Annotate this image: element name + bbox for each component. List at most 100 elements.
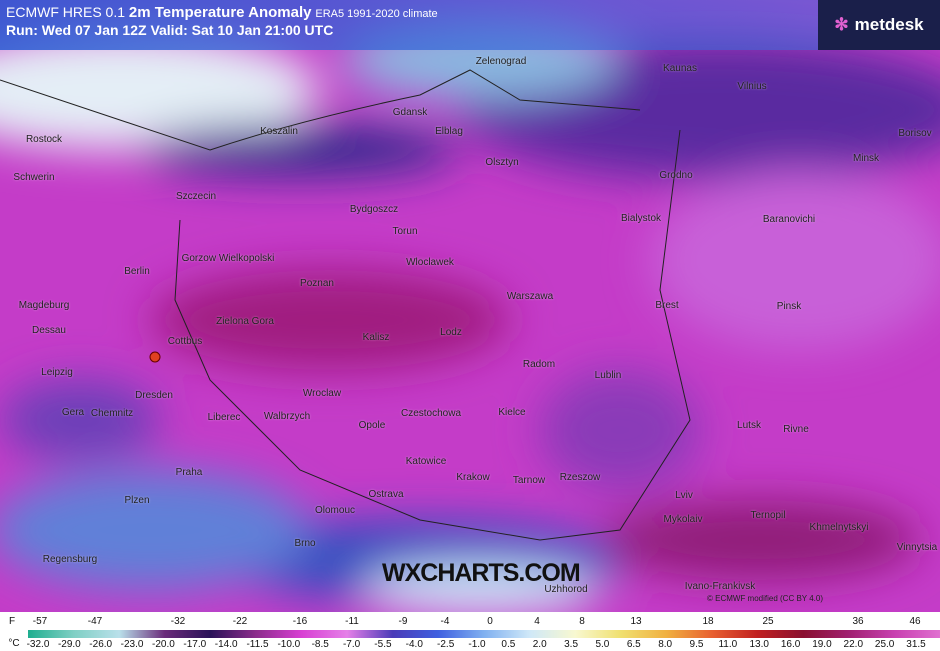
f-label: 25: [762, 616, 774, 627]
c-label: -17.0: [183, 639, 207, 650]
f-label: 0: [487, 616, 493, 627]
city-label: Borisov: [898, 128, 932, 139]
city-label: Opole: [358, 420, 386, 431]
f-label: -16: [292, 616, 308, 627]
c-label: -20.0: [152, 639, 175, 650]
city-label: Ternopil: [750, 510, 786, 521]
city-label: Gorzow Wielkopolski: [181, 253, 275, 264]
city-label: Mykolaiv: [663, 514, 703, 525]
c-label: 3.5: [564, 639, 579, 650]
city-label: Vilnius: [737, 81, 767, 92]
c-label: 0.5: [501, 639, 516, 650]
city-label: Wloclawek: [406, 257, 454, 268]
city-label: Tarnow: [512, 475, 546, 486]
city-label: Lutsk: [737, 420, 761, 431]
city-label: Olomouc: [314, 505, 356, 516]
c-label: 25.0: [874, 639, 895, 650]
c-label: -29.0: [57, 639, 81, 650]
city-label: Rostock: [25, 134, 63, 145]
city-label: Czestochowa: [400, 408, 462, 419]
city-label: Dessau: [32, 325, 66, 336]
city-label: Lodz: [440, 327, 462, 338]
c-label: -8.5: [311, 639, 329, 650]
header: ECMWF HRES 0.1 2m Temperature Anomaly ER…: [0, 0, 818, 50]
city-label: Leipzig: [41, 367, 73, 378]
city-label: Koszalin: [260, 126, 298, 137]
credit: © ECMWF modified (CC BY 4.0): [707, 594, 823, 603]
city-label: Praha: [175, 467, 203, 478]
c-label: 13.0: [749, 639, 769, 650]
city-label: Zelenograd: [475, 56, 527, 67]
city-label: Magdeburg: [18, 300, 70, 311]
city-label: Lviv: [675, 490, 693, 501]
climate: ERA5 1991-2020 climate: [315, 8, 438, 20]
city-label: Gera: [61, 407, 85, 418]
c-label: -5.5: [374, 639, 392, 650]
color-scale: [28, 630, 940, 638]
city-label: Baranovichi: [762, 214, 816, 225]
logo-text: metdesk: [854, 15, 924, 34]
f-label: -4: [440, 616, 450, 627]
city-label: Walbrzych: [263, 411, 311, 422]
c-label: -10.0: [277, 639, 301, 650]
city-label: Olsztyn: [485, 157, 519, 168]
city-label: Szczecin: [175, 191, 217, 202]
f-label: -22: [232, 616, 248, 627]
f-label: -32: [170, 616, 186, 627]
colorbar: F °C -57 -47 -32 -22 -16 -11 -9 -4 0 4 8 13 18 25 36 46…: [0, 612, 940, 651]
f-label: 46: [909, 616, 921, 627]
c-unit: °C: [8, 638, 20, 649]
city-label: Ostrava: [368, 489, 404, 500]
run-info: Run: Wed 07 Jan 12Z Valid: Sat 10 Jan 21…: [6, 22, 334, 38]
city-label: Kaunas: [663, 63, 697, 74]
city-label: Grodno: [659, 170, 693, 181]
city-label: Warszawa: [506, 291, 554, 302]
logo: ✻ metdesk: [818, 0, 940, 50]
city-label: Brest: [655, 300, 679, 311]
c-label: 22.0: [843, 639, 864, 650]
f-label: 4: [534, 616, 540, 627]
city-label: Lublin: [594, 370, 622, 381]
map-background: [0, 0, 940, 612]
c-label: 31.5: [906, 639, 926, 650]
city-label: Cottbus: [167, 336, 203, 347]
city-label: Khmelnytskyi: [809, 522, 869, 533]
c-label: 5.0: [595, 639, 610, 650]
f-label: 13: [630, 616, 642, 627]
city-label: Liberec: [207, 412, 241, 423]
c-label: -2.5: [437, 639, 455, 650]
city-label: Rzeszow: [559, 472, 601, 483]
watermark: WXCHARTS.COM: [382, 559, 581, 587]
city-label: Dresden: [135, 390, 173, 401]
f-label: 36: [852, 616, 864, 627]
f-label: -57: [32, 616, 48, 627]
c-label: -7.0: [342, 639, 361, 650]
c-label: 9.5: [689, 639, 704, 650]
city-label: Berlin: [124, 266, 150, 277]
c-label: -4.0: [405, 639, 423, 650]
title: 2m Temperature Anomaly: [128, 4, 312, 21]
city-label: Uzhhorod: [544, 584, 588, 595]
f-label: -9: [398, 616, 408, 627]
header-line: ECMWF HRES 0.1 2m Temperature Anomaly ER…: [6, 4, 438, 21]
city-label: Pinsk: [776, 301, 802, 312]
f-label: 18: [702, 616, 714, 627]
city-label: Torun: [392, 226, 418, 237]
city-label: Bydgoszcz: [349, 204, 399, 215]
city-label: Regensburg: [42, 554, 98, 565]
city-label: Bialystok: [620, 213, 662, 224]
city-label: Radom: [522, 359, 556, 370]
city-label: Chemnitz: [90, 408, 134, 419]
city-label: Katowice: [405, 456, 447, 467]
city-label: Vinnytsia: [896, 542, 938, 553]
c-label: 8.0: [658, 639, 673, 650]
city-label: Elblag: [435, 126, 463, 137]
c-label: -14.0: [214, 639, 238, 650]
city-label: Poznan: [300, 278, 334, 289]
city-label: Kalisz: [362, 332, 390, 343]
model: ECMWF HRES 0.1: [6, 4, 126, 20]
f-label: -11: [345, 616, 359, 627]
c-label: 11.0: [718, 639, 738, 650]
c-label: 19.0: [812, 639, 832, 650]
